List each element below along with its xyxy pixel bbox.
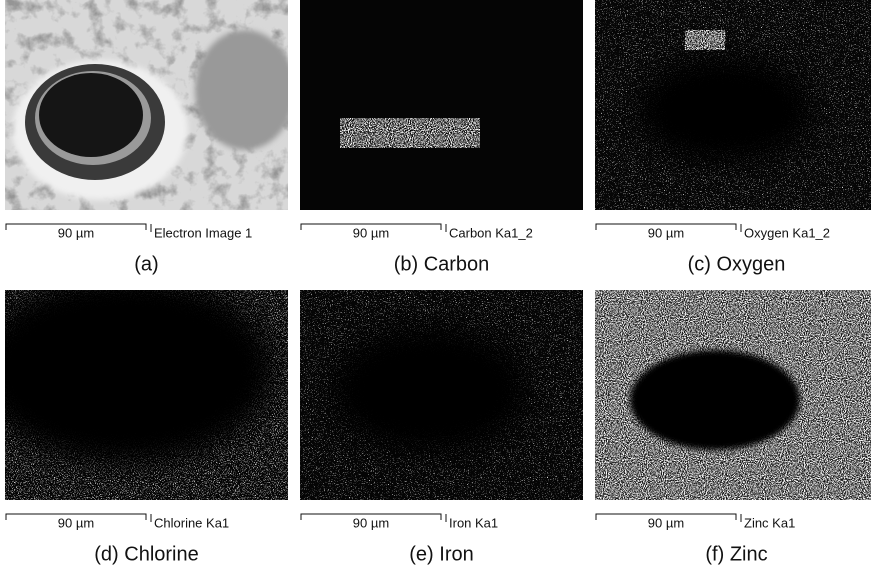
scale-label: 90 µm: [648, 225, 684, 240]
scale-label: 90 µm: [58, 515, 94, 530]
panel-caption: (e) Iron: [409, 543, 473, 565]
map-label: Carbon Ka1_2: [449, 225, 533, 240]
scale-label: 90 µm: [353, 515, 389, 530]
micrograph: [0, 275, 288, 500]
scale-label: 90 µm: [58, 225, 94, 240]
panel-caption: (a): [134, 253, 158, 275]
panel: 90 µm Oxygen Ka1_2 (c) Oxygen: [595, 0, 871, 275]
micrograph: [300, 0, 583, 210]
panel-caption: (f) Zinc: [705, 543, 767, 565]
map-label: Zinc Ka1: [744, 515, 795, 530]
micrograph: [595, 0, 871, 210]
panel-caption: (b) Carbon: [394, 253, 490, 275]
map-label: Oxygen Ka1_2: [744, 225, 830, 240]
panel: 90 µm Chlorine Ka1 (d) Chlorine: [0, 275, 288, 565]
panel: 90 µm Zinc Ka1 (f) Zinc: [595, 290, 871, 565]
micrograph: [595, 290, 871, 500]
map-label: Iron Ka1: [449, 515, 498, 530]
panel: 90 µm Electron Image 1 (a): [5, 0, 295, 275]
figure: 90 µm Electron Image 1 (a) 90 µm Carbon Ka1_…: [0, 0, 871, 572]
map-label: Electron Image 1: [154, 225, 252, 240]
panel-caption: (d) Chlorine: [94, 543, 198, 565]
panel: 90 µm Carbon Ka1_2 (b) Carbon: [300, 0, 583, 275]
panel: 90 µm Iron Ka1 (e) Iron: [300, 290, 583, 565]
micrograph: [300, 290, 583, 500]
scale-label: 90 µm: [353, 225, 389, 240]
map-label: Chlorine Ka1: [154, 515, 229, 530]
micrograph: [5, 0, 295, 210]
scale-label: 90 µm: [648, 515, 684, 530]
panel-caption: (c) Oxygen: [688, 253, 786, 275]
